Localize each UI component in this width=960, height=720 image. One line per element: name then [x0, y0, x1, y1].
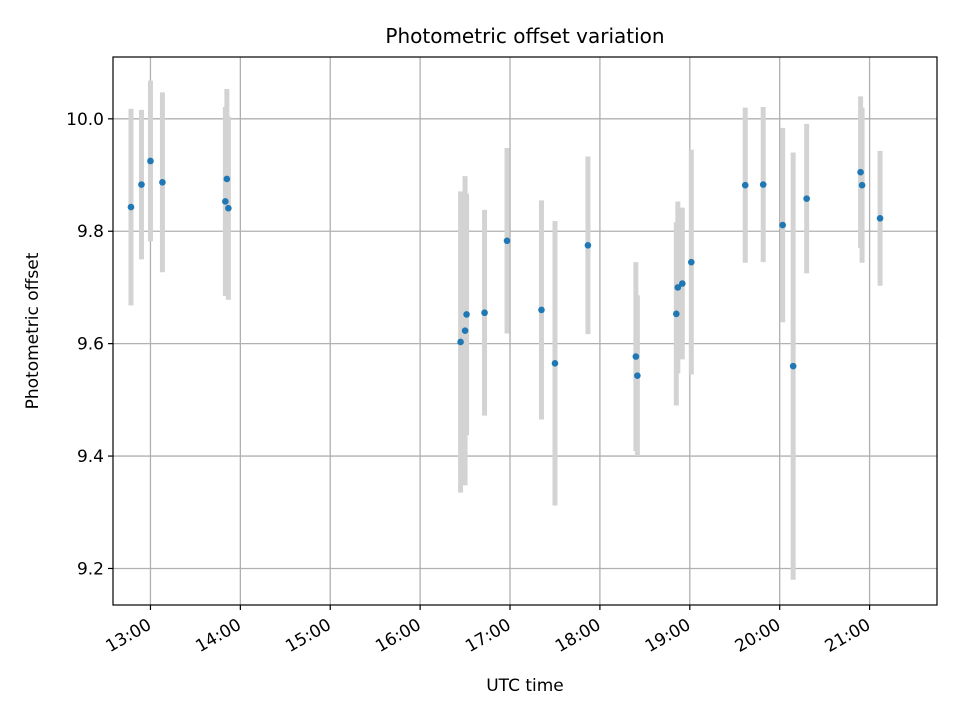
data-point: [858, 181, 866, 189]
data-point: [674, 284, 682, 291]
data-point: [876, 215, 884, 222]
data-point: [127, 203, 135, 211]
data-point: [551, 360, 559, 367]
x-tick-label: 13:00: [103, 615, 155, 657]
data-point: [503, 237, 511, 245]
x-tick-label: 14:00: [192, 615, 244, 657]
data-point: [741, 181, 749, 189]
y-tick-label: 9.4: [77, 447, 104, 467]
data-point: [759, 181, 767, 188]
plot-frame: [112, 56, 938, 606]
data-point: [584, 241, 592, 249]
data-point: [457, 338, 464, 346]
data-point: [223, 175, 231, 183]
y-axis-ticks: 9.2 9.4 9.6 9.8 10.0: [66, 110, 113, 579]
x-tick-label: 17:00: [462, 615, 514, 657]
x-tick-label: 15:00: [282, 615, 334, 657]
data-point: [779, 221, 786, 229]
y-tick-label: 10.0: [66, 110, 104, 130]
data-point: [481, 309, 488, 317]
data-point: [803, 195, 810, 202]
x-tick-label: 18:00: [552, 615, 604, 657]
x-axis-ticks: 13:00 14:00 15:00 16:00 17:00 18:00 19:00 20:00…: [103, 605, 874, 657]
data-point: [147, 157, 154, 165]
grid-lines: [113, 57, 937, 605]
x-tick-label: 16:00: [372, 615, 424, 657]
data-point: [687, 258, 695, 266]
x-tick-label: 21:00: [822, 615, 874, 657]
y-tick-label: 9.2: [77, 559, 104, 579]
data-points: [127, 157, 884, 379]
data-point: [138, 181, 145, 188]
error-bars: [128, 80, 883, 580]
data-point: [857, 168, 864, 176]
data-point: [463, 311, 470, 318]
data-point: [461, 327, 469, 335]
data-point: [679, 280, 686, 287]
y-axis-label: Photometric offset: [23, 252, 43, 409]
data-point: [632, 353, 640, 360]
chart-title: Photometric offset variation: [385, 24, 664, 48]
data-point: [634, 372, 641, 379]
data-point: [789, 362, 797, 370]
x-axis-label: UTC time: [486, 676, 564, 696]
data-point: [673, 310, 680, 318]
data-point: [159, 179, 166, 186]
data-point: [222, 198, 229, 205]
x-tick-label: 19:00: [642, 615, 694, 657]
x-tick-label: 20:00: [732, 615, 784, 657]
y-tick-label: 9.8: [77, 222, 104, 242]
data-point: [538, 306, 545, 314]
y-tick-label: 9.6: [77, 335, 104, 355]
data-point: [225, 204, 232, 212]
